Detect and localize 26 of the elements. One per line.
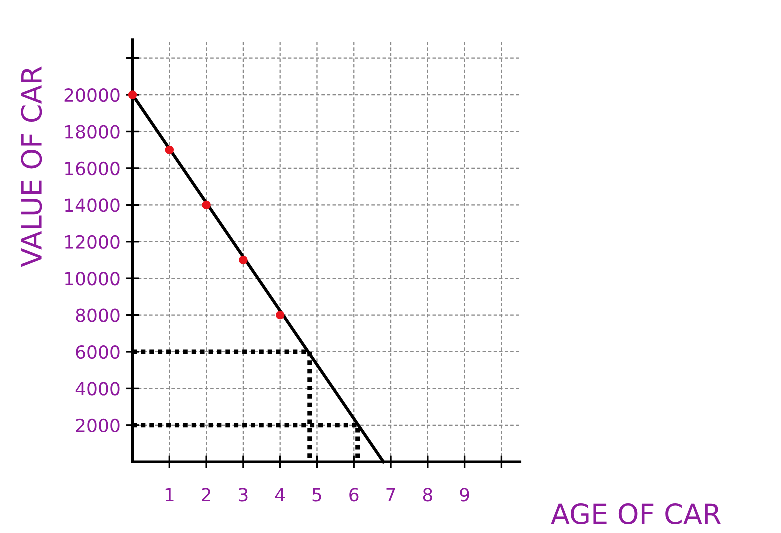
point <box>128 90 138 100</box>
y-tick-label: 14000 <box>66 198 120 212</box>
point <box>239 256 248 265</box>
y-tick-label: 20000 <box>64 88 120 102</box>
x-tick-label: 1 <box>166 488 174 502</box>
point <box>202 200 211 210</box>
x-tick-label: 9 <box>460 488 470 502</box>
y-axis-title: VALUE OF CAR <box>21 66 42 268</box>
point <box>165 146 174 154</box>
y-tick-label: 2000 <box>76 418 120 433</box>
x-tick-label: 4 <box>275 488 286 502</box>
x-axis-title: AGE OF CAR <box>551 504 721 525</box>
x-tick-label: 8 <box>423 488 432 502</box>
y-tick-label: 16000 <box>66 162 120 176</box>
y-tick-label: 8000 <box>76 308 120 322</box>
y-tick-label: 6000 <box>76 345 120 360</box>
y-tick-label: 4000 <box>76 382 120 396</box>
x-tick-label: 7 <box>386 488 396 502</box>
x-tick-label: 6 <box>350 488 359 502</box>
y-tick-label: 12000 <box>66 235 120 249</box>
x-tick-label: 5 <box>312 488 322 502</box>
x-tick-label: 3 <box>239 488 248 502</box>
y-tick-label: 18000 <box>66 125 120 139</box>
point <box>276 310 285 320</box>
x-tick-label: 2 <box>202 488 210 502</box>
y-tick-label: 10000 <box>66 272 120 286</box>
